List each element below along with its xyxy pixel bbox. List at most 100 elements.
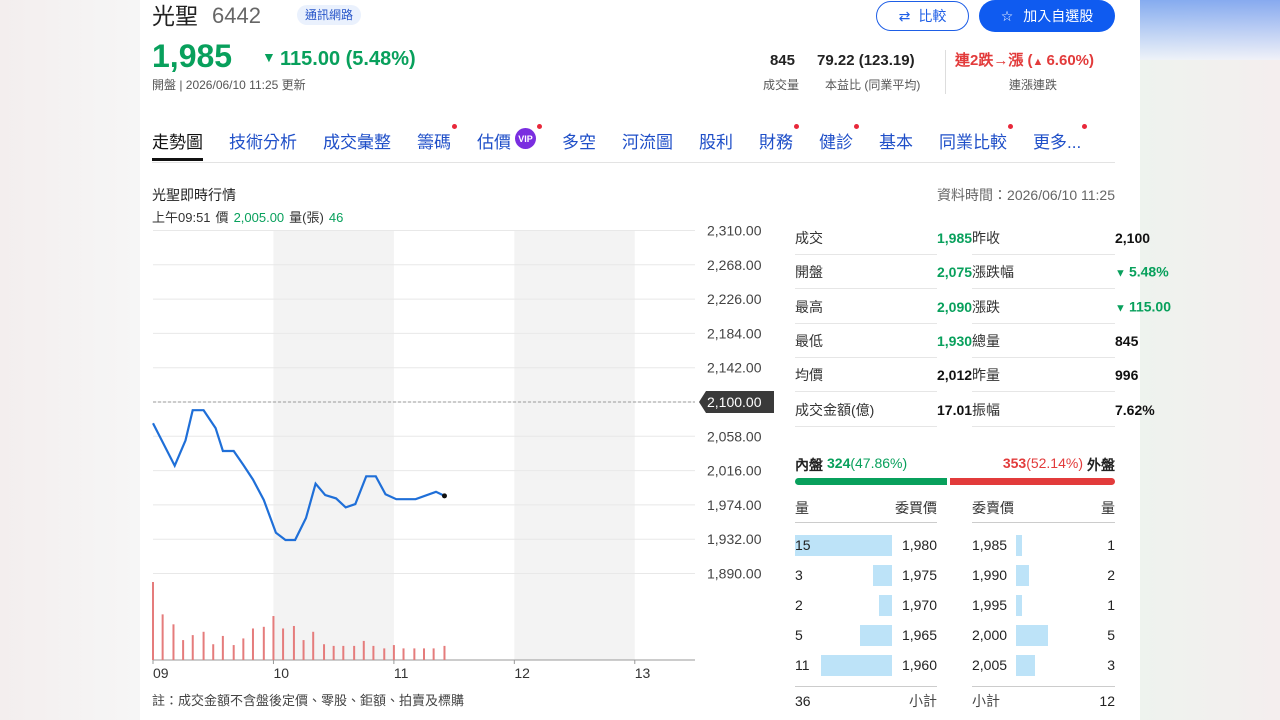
tab[interactable]: 技術分析 bbox=[229, 128, 297, 162]
outer-bar bbox=[949, 478, 1115, 485]
tab[interactable]: 同業比較 bbox=[939, 124, 1013, 162]
watchlist-label: 加入自選股 bbox=[1023, 8, 1094, 24]
y-tick-label: 1,974.00 bbox=[707, 497, 762, 513]
tab[interactable]: 股利 bbox=[699, 128, 733, 162]
volume-bar bbox=[242, 638, 245, 660]
reference-tag bbox=[699, 391, 774, 413]
ask-bar bbox=[1016, 595, 1023, 616]
tab[interactable]: 多空 bbox=[562, 128, 596, 162]
tab[interactable]: 基本 bbox=[879, 128, 913, 162]
x-tick-label: 13 bbox=[635, 665, 651, 681]
cursor-price-label: 價 bbox=[215, 210, 229, 225]
volume-bar bbox=[402, 648, 405, 660]
tab-divider bbox=[152, 162, 1115, 163]
notification-dot bbox=[452, 124, 457, 129]
volume-bar bbox=[383, 648, 386, 660]
tab-label: 股利 bbox=[699, 133, 733, 152]
tab-label: 健診 bbox=[819, 133, 853, 152]
bid-total: 36 bbox=[795, 693, 811, 709]
tab[interactable]: 健診 bbox=[819, 124, 859, 162]
streak: 連2跌→漲 (▲ 6.60%) bbox=[955, 53, 1094, 68]
last-point bbox=[441, 493, 447, 499]
streak-label: 連漲連跌 bbox=[1009, 78, 1058, 92]
volume-bar bbox=[392, 645, 395, 660]
tab[interactable]: 財務 bbox=[759, 124, 799, 162]
volume-bar bbox=[202, 631, 205, 660]
price-line bbox=[152, 409, 445, 542]
tab[interactable]: 更多... bbox=[1033, 124, 1088, 162]
price-change: 115.00 (5.48%) bbox=[280, 48, 416, 70]
volume-bar bbox=[221, 635, 224, 660]
quote-value: 2,100 bbox=[1115, 230, 1151, 246]
tab[interactable]: 籌碼 bbox=[417, 124, 457, 162]
bid-price: 1,980 bbox=[901, 537, 937, 553]
ask-qty: 3 bbox=[1107, 657, 1115, 673]
quote-label: 最高 bbox=[795, 298, 823, 315]
row-divider bbox=[972, 288, 1115, 290]
tab-label: 技術分析 bbox=[229, 133, 297, 152]
ask-bar bbox=[1016, 655, 1036, 676]
x-tick-label: 10 bbox=[273, 665, 289, 681]
volume-bar bbox=[152, 582, 154, 660]
stock-name: 光聖 bbox=[152, 3, 198, 29]
bid-price: 1,975 bbox=[901, 567, 937, 583]
tab[interactable]: 走勢圖 bbox=[152, 128, 203, 162]
header-divider bbox=[795, 522, 937, 523]
ask-total: 12 bbox=[1099, 693, 1115, 709]
y-tick-label: 2,058.00 bbox=[707, 428, 762, 444]
quote-label: 最低 bbox=[795, 332, 823, 349]
x-tick-label: 11 bbox=[394, 665, 409, 681]
y-tick-label: 1,932.00 bbox=[707, 531, 762, 547]
cursor-volume: 46 bbox=[328, 210, 344, 225]
spacer bbox=[907, 455, 1003, 475]
tab-label: 河流圖 bbox=[622, 133, 673, 152]
industry-tag[interactable]: 通訊網路 bbox=[297, 5, 362, 25]
bid-qty: 11 bbox=[795, 657, 810, 673]
star-icon: ☆ bbox=[1000, 7, 1014, 24]
quote-label: 昨收 bbox=[972, 230, 1000, 246]
tab[interactable]: 河流圖 bbox=[622, 128, 673, 162]
streak-change: 6.60%) bbox=[1046, 52, 1094, 69]
compare-button[interactable]: ⇄ 比較 bbox=[876, 1, 969, 31]
book-header: 量 bbox=[1101, 500, 1115, 516]
pe-ratio: 79.22 (123.19) bbox=[817, 52, 915, 69]
volume-bar bbox=[302, 640, 305, 660]
bid-bar bbox=[859, 625, 892, 646]
tab-label: 籌碼 bbox=[417, 133, 451, 152]
x-tick-label: 09 bbox=[153, 665, 169, 681]
header-divider bbox=[972, 522, 1115, 523]
quote-label: 均價 bbox=[795, 367, 823, 384]
quote-value: 1,985 bbox=[937, 230, 973, 246]
ask-price: 1,985 bbox=[972, 537, 1008, 553]
volume-label: 成交量 bbox=[762, 78, 799, 92]
volume-bar bbox=[342, 645, 345, 660]
row-divider bbox=[972, 425, 1115, 427]
watchlist-button[interactable]: ☆ 加入自選股 bbox=[979, 0, 1115, 32]
hour-band bbox=[273, 230, 394, 660]
compare-icon: ⇄ bbox=[898, 7, 911, 24]
bid-qty: 2 bbox=[795, 597, 803, 613]
row-divider bbox=[795, 254, 937, 255]
side-backdrop bbox=[1140, 0, 1280, 60]
bid-bar bbox=[879, 595, 892, 616]
quote-label: 開盤 bbox=[795, 264, 823, 281]
volume: 845 bbox=[769, 52, 795, 69]
quote-value: 996 bbox=[1115, 367, 1139, 384]
cursor-volume-label: 量(張) bbox=[289, 210, 324, 225]
down-arrow: ▼ bbox=[262, 49, 276, 65]
volume-bar bbox=[161, 614, 164, 660]
subtotal-label: 小計 bbox=[909, 693, 937, 709]
row-divider bbox=[795, 322, 937, 324]
inner-bar bbox=[795, 478, 947, 485]
tab[interactable]: 成交彙整 bbox=[323, 128, 391, 162]
ask-price: 2,005 bbox=[972, 657, 1008, 673]
divider bbox=[945, 50, 946, 94]
row-divider bbox=[972, 322, 1115, 324]
quote-value: 2,090 bbox=[937, 298, 973, 315]
tab-label: 基本 bbox=[879, 133, 913, 152]
chart: 2,310.00 2,268.00 2,226.00 2,184.00 2,142.00… bbox=[152, 223, 774, 681]
quote-label: 總量 bbox=[972, 332, 1000, 349]
quote-label: 昨量 bbox=[972, 367, 1000, 384]
volume-bar bbox=[372, 645, 375, 660]
tab[interactable]: 估價 VIP bbox=[477, 124, 542, 162]
